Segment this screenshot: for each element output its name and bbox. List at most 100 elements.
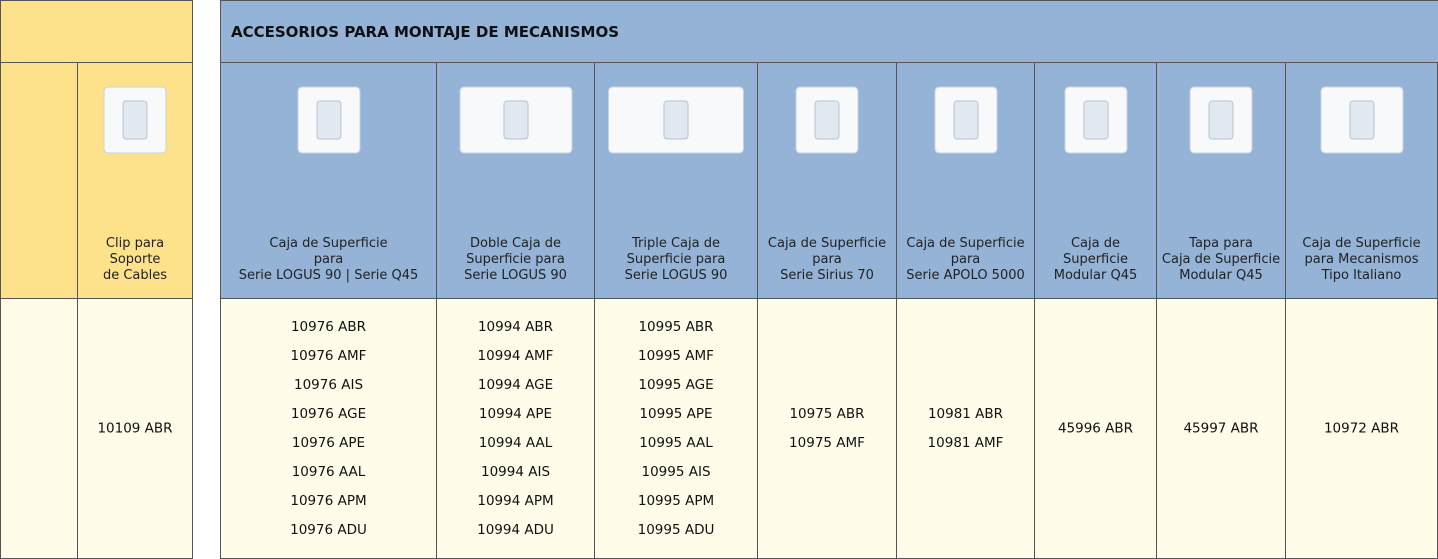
code-list: 10994 ABR 10994 AMF 10994 AGE 10994 APE 1099… bbox=[437, 313, 594, 545]
product-code: 10994 ADU bbox=[477, 521, 554, 538]
column-header: Clip para Soporte de Cables bbox=[77, 62, 193, 299]
label-line: Serie LOGUS 90 | Serie Q45 bbox=[238, 268, 419, 283]
code-list: 10995 ABR 10995 AMF 10995 AGE 10995 APE 1099… bbox=[595, 313, 757, 545]
product-code: 10994 AIS bbox=[480, 463, 551, 480]
left-blank bbox=[0, 298, 78, 559]
product-code: 10981 ABR bbox=[927, 405, 1004, 422]
product-code: 10976 AMF bbox=[290, 347, 367, 364]
label-line: de Cables bbox=[102, 268, 168, 283]
label-line: Superficie para bbox=[466, 252, 565, 267]
column-label: Caja de Superficie para Serie APOLO 5000 bbox=[897, 236, 1034, 284]
column-body: 10994 ABR 10994 AMF 10994 AGE 10994 APE 1099… bbox=[436, 298, 595, 559]
product-code: 10995 AAL bbox=[639, 434, 713, 451]
product-code: 10976 ADU bbox=[290, 521, 367, 538]
left-header bbox=[0, 0, 193, 63]
label-line: Soporte bbox=[109, 252, 161, 267]
product-image bbox=[103, 86, 167, 154]
label-line: para bbox=[950, 252, 981, 267]
product-code: 10995 AIS bbox=[641, 463, 711, 480]
product-image bbox=[1064, 86, 1127, 154]
product-image bbox=[297, 86, 360, 154]
column-body: 10976 ABR 10976 AMF 10976 AIS 10976 AGE 1097… bbox=[220, 298, 437, 559]
column-label: Caja de Superficie Modular Q45 bbox=[1035, 236, 1156, 284]
product-code: 45997 ABR bbox=[1183, 420, 1259, 436]
product-code: 10995 APE bbox=[639, 405, 713, 422]
product-code: 10994 APE bbox=[478, 405, 553, 422]
code-list: 10975 ABR 10975 AMF bbox=[758, 400, 896, 458]
column-header: Doble Caja de Superficie para Serie LOGUS … bbox=[436, 62, 595, 299]
label-line: Serie LOGUS 90 bbox=[464, 268, 567, 283]
product-code: 10995 ADU bbox=[637, 521, 715, 538]
product-image bbox=[934, 86, 997, 154]
product-code: 10995 ABR bbox=[638, 318, 714, 335]
left-blank bbox=[0, 62, 78, 299]
product-code: 10975 ABR bbox=[789, 405, 865, 422]
code-list: 10981 ABR 10981 AMF bbox=[897, 400, 1034, 458]
code-list: 45997 ABR bbox=[1157, 414, 1285, 443]
column-label: Triple Caja de Superficie para Serie LOGUS… bbox=[595, 236, 757, 284]
product-code: 10976 APM bbox=[290, 492, 367, 509]
table-header: ACCESORIOS PARA MONTAJE DE MECANISMOS bbox=[220, 0, 1438, 63]
label-line: para bbox=[812, 252, 842, 267]
column-header: Caja de Superficie Modular Q45 bbox=[1034, 62, 1157, 299]
label-line: Clip para bbox=[105, 236, 165, 251]
column-label: Tapa para Caja de Superficie Modular Q45 bbox=[1157, 236, 1285, 284]
column-body: 10995 ABR 10995 AMF 10995 AGE 10995 APE 1099… bbox=[594, 298, 758, 559]
code-list: 45996 ABR bbox=[1035, 414, 1156, 443]
column-header: Triple Caja de Superficie para Serie LOGUS… bbox=[594, 62, 758, 299]
table-title: ACCESORIOS PARA MONTAJE DE MECANISMOS bbox=[231, 23, 620, 41]
label-line: Serie Sirius 70 bbox=[780, 268, 874, 283]
label-line: Superficie bbox=[1062, 252, 1129, 267]
label-line: Tipo Italiano bbox=[1321, 268, 1402, 283]
column-body: 10981 ABR 10981 AMF bbox=[896, 298, 1035, 559]
label-line: Doble Caja de bbox=[470, 236, 561, 251]
label-line: para Mecanismos bbox=[1304, 252, 1419, 267]
product-code: 10976 AAL bbox=[291, 463, 366, 480]
label-line: Modular Q45 bbox=[1179, 268, 1263, 283]
code-list: 10109 ABR bbox=[78, 414, 192, 443]
label-line: Caja de bbox=[1070, 236, 1120, 251]
label-line: para bbox=[313, 252, 344, 267]
product-code: 10995 AMF bbox=[638, 347, 714, 364]
label-line: Caja de Superficie bbox=[1161, 252, 1281, 267]
column-body: 10975 ABR 10975 AMF bbox=[757, 298, 897, 559]
column-header: Caja de Superficie para Mecanismos Tipo It… bbox=[1285, 62, 1438, 299]
column-body: 10109 ABR bbox=[77, 298, 193, 559]
label-line: Tapa para bbox=[1189, 236, 1253, 251]
label-line: Modular Q45 bbox=[1053, 268, 1138, 283]
product-code: 10994 APM bbox=[477, 492, 554, 509]
column-label: Caja de Superficie para Serie LOGUS 90 | S… bbox=[221, 236, 436, 284]
product-code: 10995 AGE bbox=[638, 376, 714, 393]
label-line: Superficie para bbox=[626, 252, 726, 267]
product-code: 10972 ABR bbox=[1323, 420, 1400, 436]
product-code: 10994 AAL bbox=[478, 434, 553, 451]
product-code: 10994 ABR bbox=[477, 318, 554, 335]
column-label: Doble Caja de Superficie para Serie LOGUS … bbox=[437, 236, 594, 284]
label-line: Caja de Superficie bbox=[767, 236, 887, 251]
label-line: Caja de Superficie bbox=[269, 236, 388, 251]
product-code: 45996 ABR bbox=[1057, 420, 1134, 436]
product-image bbox=[459, 86, 572, 154]
product-code: 10976 AGE bbox=[290, 405, 367, 422]
product-image bbox=[1320, 86, 1403, 154]
column-body: 10972 ABR bbox=[1285, 298, 1438, 559]
label-line: Caja de Superficie bbox=[906, 236, 1025, 251]
product-code: 10975 AMF bbox=[789, 434, 865, 451]
product-image bbox=[608, 86, 744, 154]
column-header: Tapa para Caja de Superficie Modular Q45 bbox=[1156, 62, 1286, 299]
column-label: Clip para Soporte de Cables bbox=[78, 236, 192, 284]
product-image bbox=[795, 86, 859, 154]
column-header: Caja de Superficie para Serie Sirius 70 bbox=[757, 62, 897, 299]
label-line: Serie LOGUS 90 bbox=[624, 268, 728, 283]
product-code: 10976 APE bbox=[291, 434, 366, 451]
product-code: 10981 AMF bbox=[927, 434, 1004, 451]
product-code: 10994 AGE bbox=[477, 376, 554, 393]
code-list: 10976 ABR 10976 AMF 10976 AIS 10976 AGE 1097… bbox=[221, 313, 436, 545]
product-code: 10109 ABR bbox=[97, 420, 173, 436]
label-line: Caja de Superficie bbox=[1302, 236, 1421, 251]
column-header: Caja de Superficie para Serie APOLO 5000 bbox=[896, 62, 1035, 299]
product-code: 10976 AIS bbox=[293, 376, 364, 393]
label-line: Triple Caja de bbox=[632, 236, 720, 251]
label-line: Serie APOLO 5000 bbox=[906, 268, 1025, 283]
